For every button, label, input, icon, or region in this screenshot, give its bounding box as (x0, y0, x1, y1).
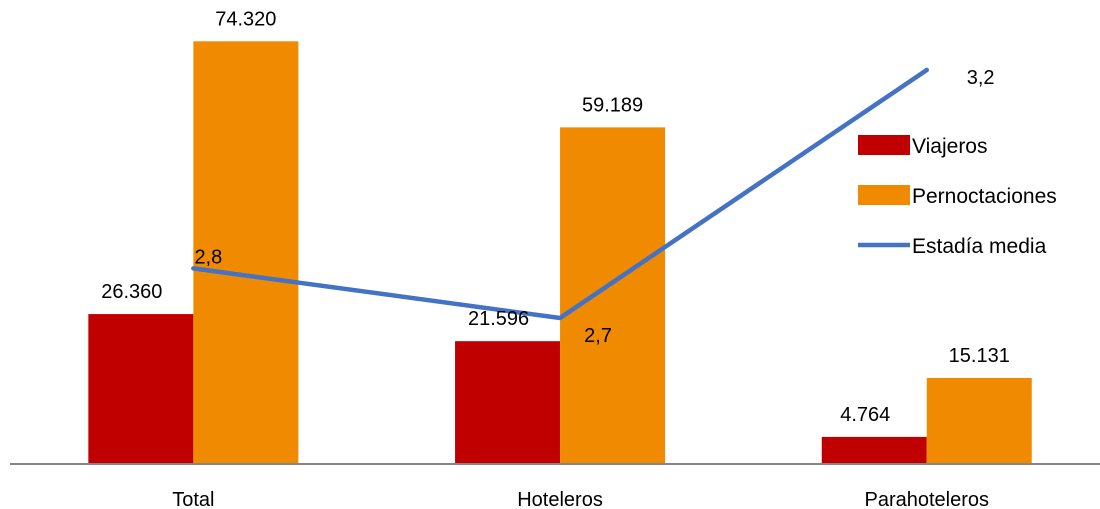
legend-swatch-viajeros (858, 135, 910, 155)
data-label-estadia-media-parahoteleros: 3,2 (967, 67, 995, 89)
data-label-estadia-media-hoteleros: 2,7 (584, 325, 612, 347)
x-tick-label-total: Total (172, 489, 214, 509)
line-estadia-media (191, 67, 929, 321)
legend-label-estadia-media: Estadía media (912, 235, 1047, 258)
x-tick-labels: Total Hoteleros Parahoteleros (172, 489, 989, 509)
bar-viajeros-hoteleros (455, 341, 561, 464)
data-label-pernoctaciones-parahoteleros: 15.131 (949, 345, 1010, 367)
data-label-viajeros-parahoteleros: 4.764 (840, 404, 890, 426)
x-tick-label-parahoteleros: Parahoteleros (864, 489, 989, 509)
line-layer (191, 67, 929, 321)
legend-item-estadia-media: Estadía media (858, 235, 1047, 258)
bar-pernoctaciones-hoteleros (560, 127, 666, 465)
legend-item-viajeros: Viajeros (858, 135, 988, 158)
bar-pernoctaciones-total (193, 41, 299, 465)
bars-layer (88, 41, 1032, 465)
bar-pernoctaciones-parahoteleros (926, 377, 1032, 464)
data-label-viajeros-hoteleros: 21.596 (468, 308, 529, 330)
data-label-pernoctaciones-total: 74.320 (215, 8, 276, 30)
bar-viajeros-total (88, 314, 194, 464)
data-label-viajeros-total: 26.360 (101, 281, 162, 303)
x-tick-label-hoteleros: Hoteleros (517, 489, 603, 509)
legend-label-pernoctaciones: Pernoctaciones (912, 185, 1057, 208)
data-label-estadia-media-total: 2,8 (194, 246, 222, 268)
bar-viajeros-parahoteleros (821, 436, 927, 464)
legend-swatch-pernoctaciones (858, 185, 910, 205)
data-label-pernoctaciones-hoteleros: 59.189 (582, 94, 643, 116)
legend-item-pernoctaciones: Pernoctaciones (858, 185, 1057, 208)
data-labels-layer: 26.360 21.596 4.764 74.320 59.189 15.131 2,8 2,… (101, 8, 1010, 426)
legend-label-viajeros: Viajeros (912, 135, 988, 158)
legend: Viajeros Pernoctaciones Estadía media (858, 135, 1057, 258)
